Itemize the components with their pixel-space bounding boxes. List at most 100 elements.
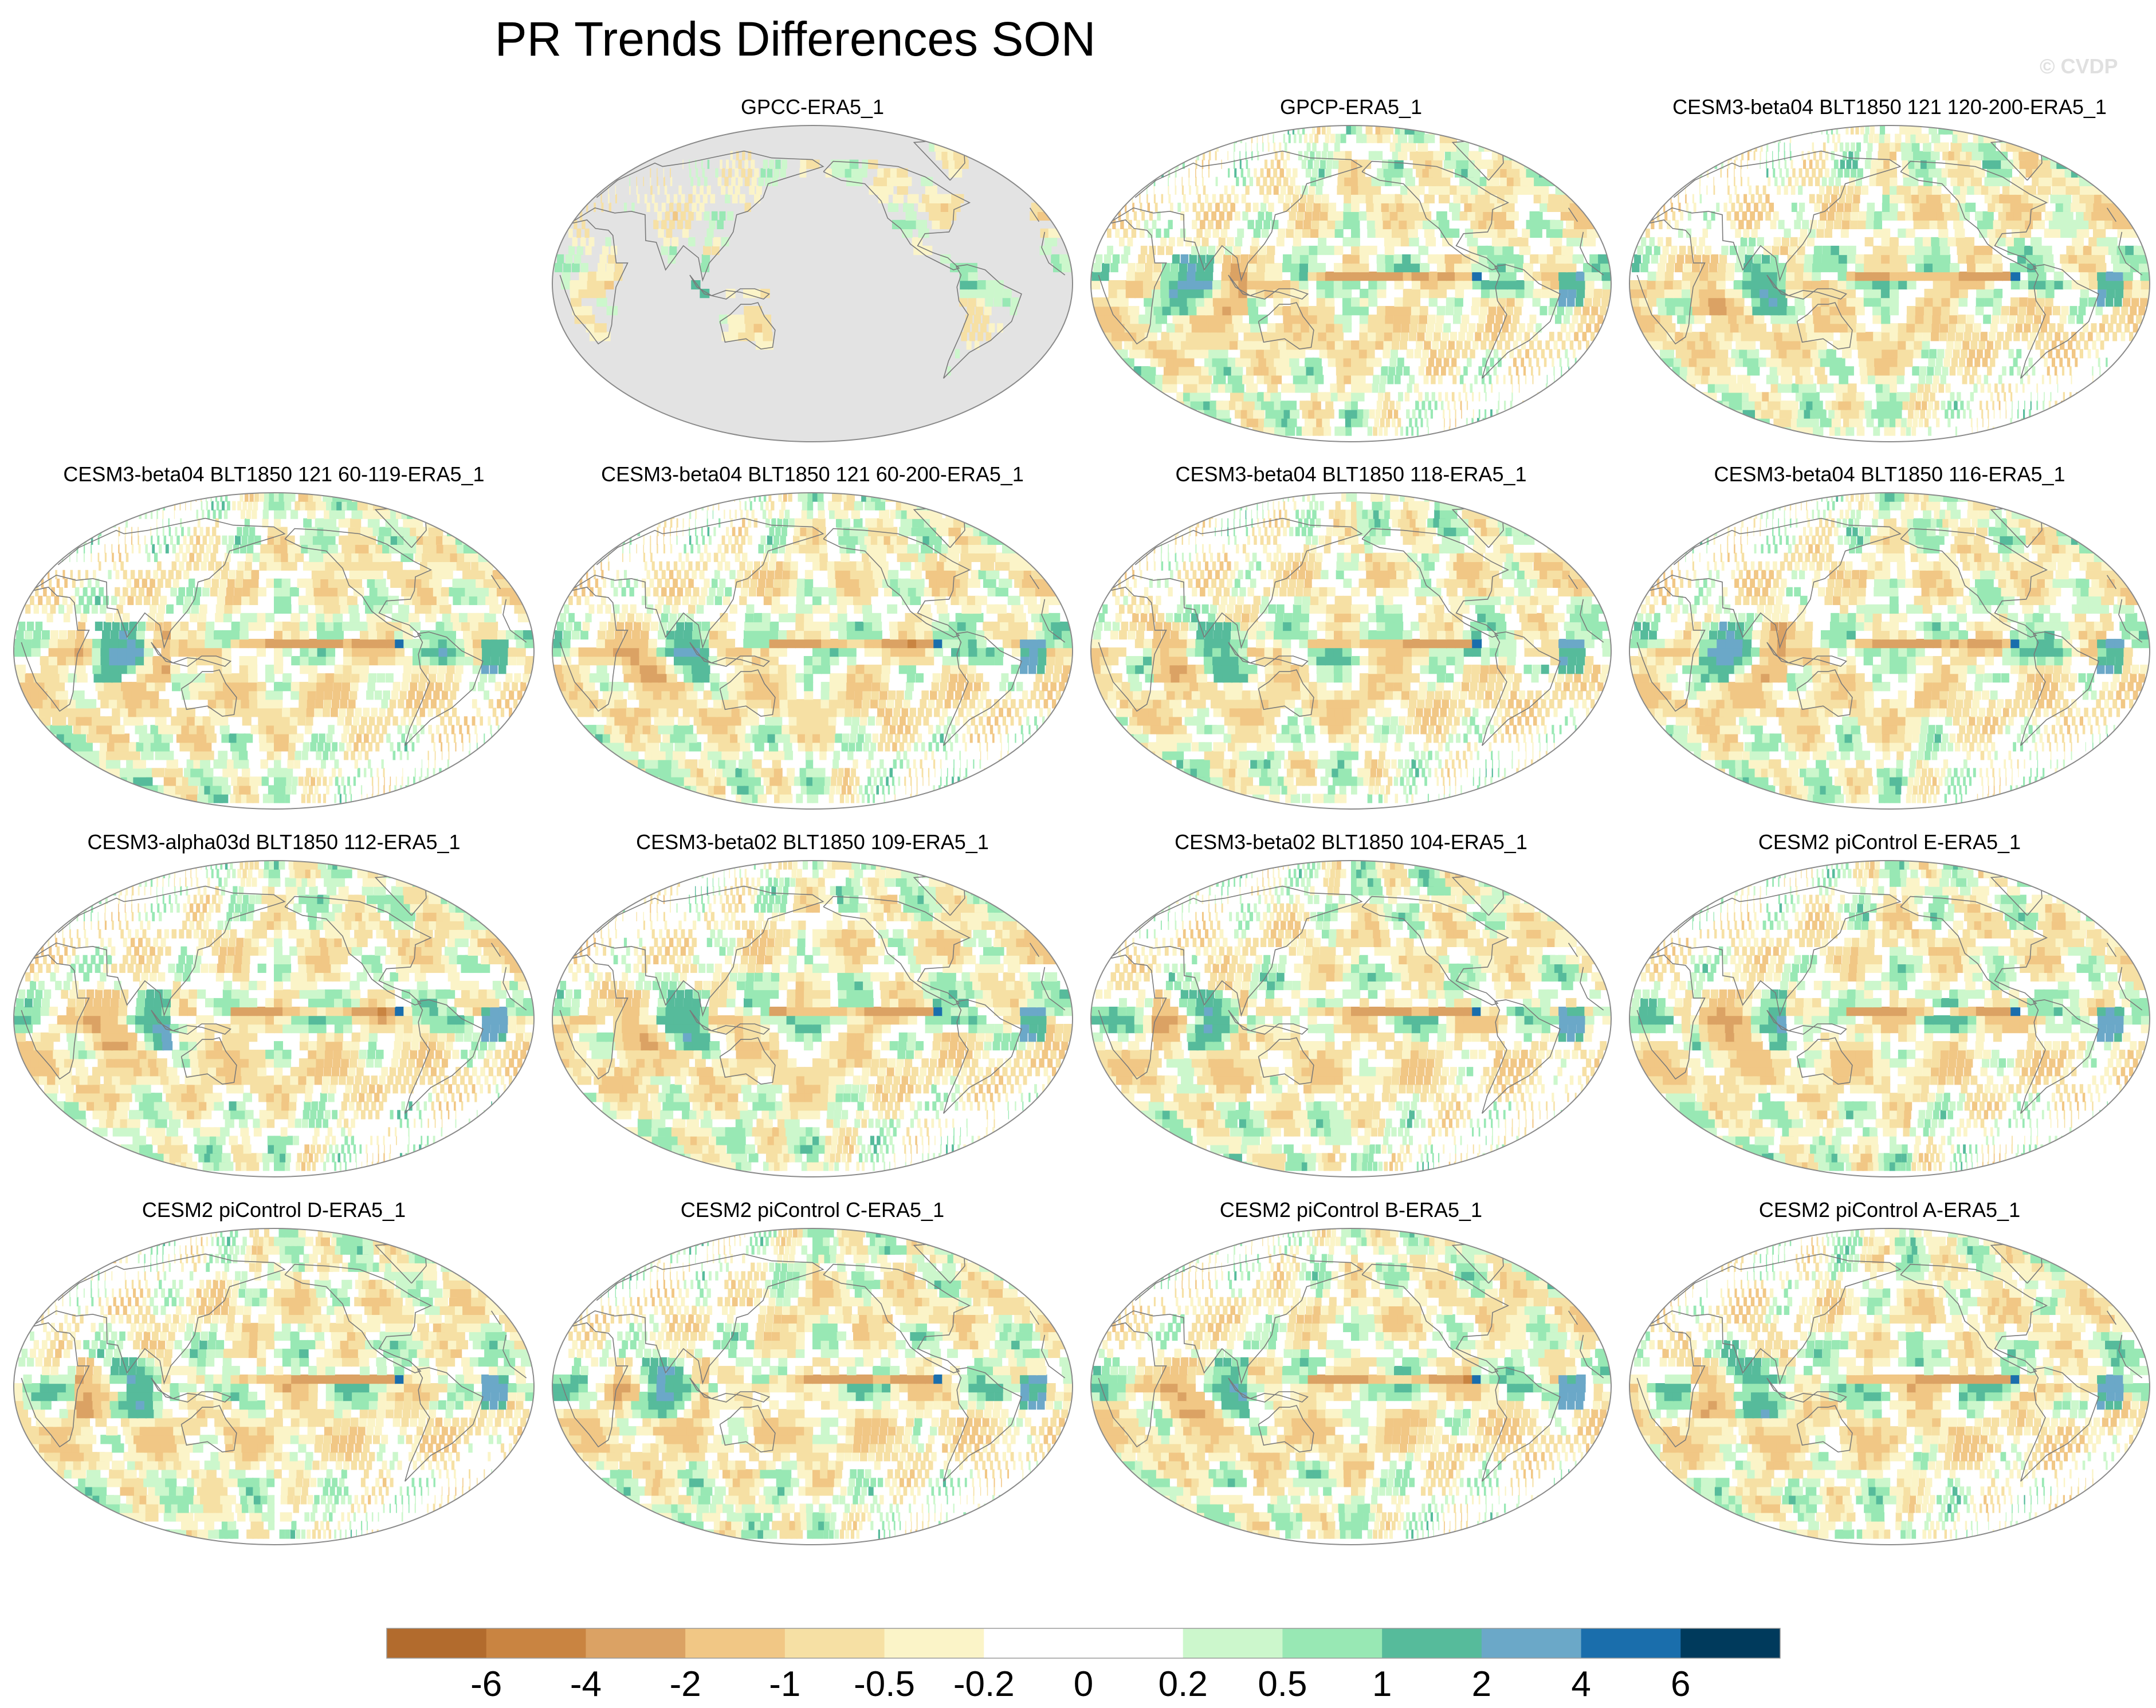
field-cell (2105, 297, 2114, 307)
field-cell (1781, 237, 1789, 247)
field-cell (1656, 271, 1665, 281)
field-cell (401, 621, 413, 631)
field-cell (1784, 151, 1785, 160)
field-cell (2067, 401, 2071, 410)
field-cell (1286, 401, 1297, 410)
field-cell (360, 656, 370, 666)
field-cell (1211, 211, 1217, 221)
field-cell (1177, 202, 1181, 212)
field-cell (1397, 134, 1407, 143)
field-cell (1301, 332, 1311, 341)
field-cell (455, 716, 460, 726)
field-cell (1890, 151, 1896, 160)
panel-title: CESM3-beta04 BLT1850 121 120-200-ERA5_1 (1626, 95, 2153, 120)
field-cell (688, 194, 693, 203)
field-cell (1344, 375, 1352, 384)
field-cell (188, 630, 197, 640)
field-cell (1906, 323, 1915, 333)
field-cell (1312, 401, 1321, 410)
field-cell (1941, 401, 1946, 410)
field-cell (1311, 219, 1319, 230)
field-cell (101, 665, 112, 674)
field-cell (651, 194, 655, 203)
field-cell (887, 202, 899, 212)
field-cell (481, 656, 491, 666)
field-cell (1383, 228, 1393, 238)
field-cell (359, 630, 370, 640)
field-cell (1220, 125, 1225, 135)
field-cell (242, 716, 252, 726)
field-cell (257, 682, 266, 692)
field-cell (314, 785, 319, 795)
field-cell (2069, 366, 2072, 376)
field-cell (1335, 211, 1344, 221)
coastline (1110, 150, 1578, 282)
field-cell (132, 759, 146, 769)
field-cell (197, 630, 206, 640)
field-cell (576, 245, 583, 256)
field-cell (1801, 125, 1802, 135)
field-cell (1941, 194, 1951, 203)
field-cell (2041, 375, 2044, 384)
field-cell (976, 297, 985, 307)
field-cell (2037, 392, 2039, 402)
field-cell (213, 647, 223, 657)
field-cell (256, 638, 266, 649)
field-cell (197, 621, 206, 631)
field-cell (1908, 409, 1914, 419)
field-cell (2017, 254, 2028, 264)
field-cell (299, 630, 309, 640)
field-cell (1666, 262, 1675, 273)
field-cell (213, 665, 223, 674)
field-cell (1883, 176, 1891, 186)
field-cell (325, 647, 336, 657)
field-cell (2076, 228, 2090, 238)
field-cell (1100, 271, 1109, 281)
field-cell (755, 332, 765, 341)
field-cell (608, 194, 610, 203)
field-cell (1416, 340, 1423, 350)
field-cell (1177, 289, 1188, 299)
field-cell (512, 682, 518, 692)
field-cell (2078, 306, 2086, 316)
field-cell (1366, 219, 1376, 230)
field-cell (1557, 349, 1560, 359)
field-cell (1918, 194, 1929, 203)
field-cell (1304, 211, 1312, 221)
field-cell (2017, 315, 2025, 324)
field-cell (331, 768, 336, 778)
field-cell (1548, 262, 1560, 273)
field-cell (606, 306, 618, 316)
field-cell (363, 768, 367, 778)
field-cell (1319, 349, 1329, 359)
field-cell (1358, 211, 1368, 221)
field-cell (299, 604, 308, 614)
field-cell (1405, 426, 1409, 436)
field-cell (305, 716, 313, 726)
field-cell (2037, 159, 2053, 169)
field-cell (2035, 306, 2044, 316)
field-cell (1664, 211, 1668, 221)
field-cell (2063, 392, 2065, 402)
field-cell (1305, 358, 1314, 367)
coastline (572, 150, 1040, 282)
field-cell (1845, 426, 1855, 436)
field-cell (1957, 315, 1966, 324)
field-cell (732, 159, 736, 169)
field-cell (1884, 142, 1891, 152)
field-cell (1915, 254, 1925, 264)
field-cell (1708, 297, 1719, 307)
field-cell (1856, 332, 1866, 341)
field-cell (1010, 306, 1018, 316)
field-cell (1992, 262, 2003, 273)
field-cell (1671, 245, 1678, 256)
field-cell (288, 742, 296, 752)
field-cell (1890, 254, 1899, 264)
field-cell (332, 612, 343, 623)
field-cell (484, 612, 496, 623)
field-cell (218, 587, 226, 597)
field-cell (2085, 254, 2097, 264)
field-cell (425, 690, 432, 700)
field-cell (376, 673, 386, 683)
field-cell (767, 168, 773, 178)
